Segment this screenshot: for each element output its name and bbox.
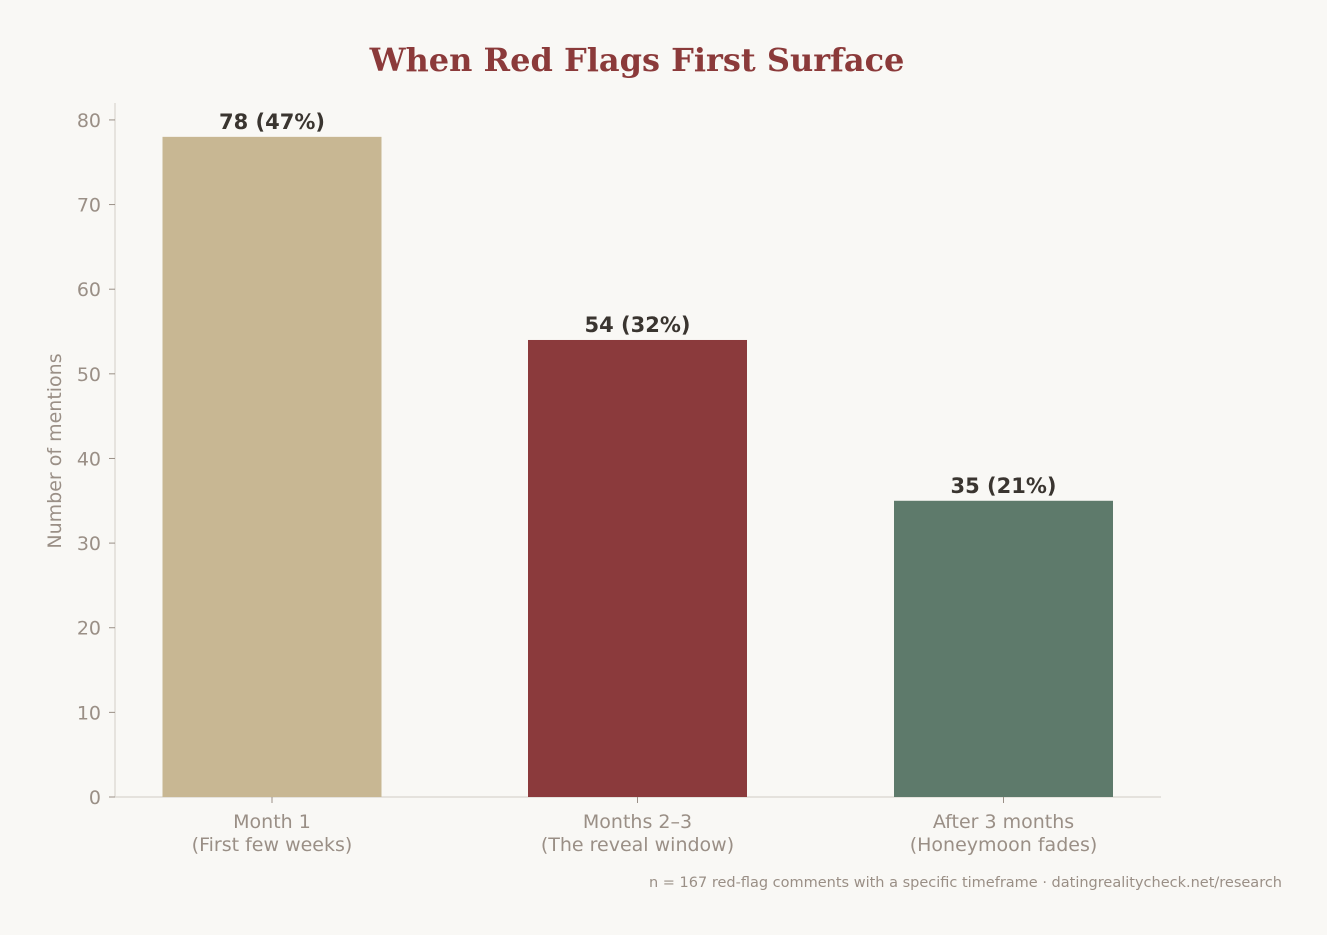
- bar-value-label: 54 (32%): [585, 313, 691, 337]
- y-tick-label: 50: [77, 364, 101, 386]
- x-tick-label: (The reveal window): [541, 834, 734, 856]
- x-tick-label: (Honeymoon fades): [910, 834, 1098, 856]
- bar: [162, 136, 382, 798]
- y-axis-label: Number of mentions: [44, 353, 66, 548]
- y-tick-label: 30: [77, 533, 101, 555]
- bar-value-label: 78 (47%): [219, 110, 325, 134]
- bar-value-label: 35 (21%): [951, 474, 1057, 498]
- y-tick-label: 60: [77, 279, 101, 301]
- y-tick-label: 70: [77, 195, 101, 217]
- x-tick-label: Months 2–3: [583, 811, 692, 833]
- chart-title: When Red Flags First Surface: [369, 41, 905, 79]
- x-tick-label: Month 1: [233, 811, 311, 833]
- x-tick-label: (First few weeks): [192, 834, 353, 856]
- plot-area: 0 10 20 30 40 50 60 70 80 78 (47%) Month 1(First f…: [77, 103, 1161, 856]
- x-tick-label: After 3 months: [933, 811, 1074, 833]
- y-tick-label: 80: [77, 110, 101, 132]
- y-tick-label: 0: [89, 787, 101, 809]
- bar: [528, 339, 747, 797]
- y-tick-label: 40: [77, 448, 101, 470]
- bar: [894, 500, 1113, 797]
- footnote: n = 167 red-flag comments with a specifi…: [649, 875, 1282, 891]
- y-tick-label: 20: [77, 618, 101, 640]
- y-tick-label: 10: [77, 702, 101, 724]
